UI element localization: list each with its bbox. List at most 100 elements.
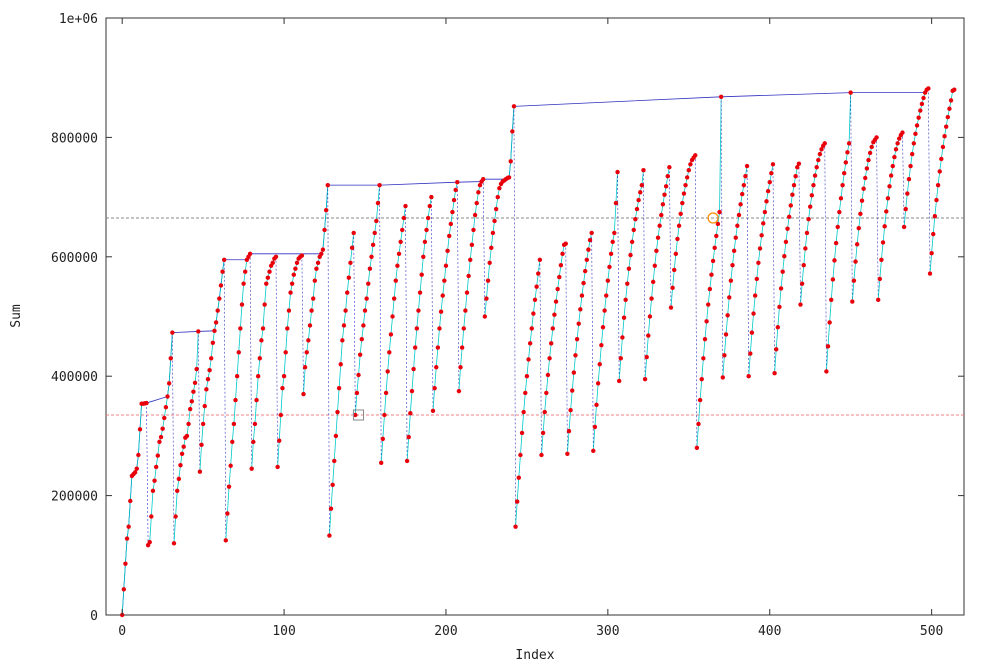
series-segment [725, 315, 729, 335]
data-point [400, 227, 405, 233]
series-segment [746, 166, 749, 377]
data-point [432, 385, 437, 391]
series-segment [702, 339, 706, 359]
data-point [879, 257, 884, 262]
data-point [770, 162, 776, 167]
data-point [281, 374, 287, 379]
series-segment [641, 170, 644, 186]
data-point [413, 345, 418, 350]
series-segment [748, 353, 751, 377]
data-point [128, 498, 133, 504]
data-point [851, 278, 857, 283]
data-point [388, 332, 394, 337]
data-point [438, 309, 444, 314]
data-point [848, 90, 853, 95]
series-segment [227, 486, 230, 514]
series-segment [388, 334, 392, 353]
series-segment [599, 345, 602, 365]
series-segment [932, 216, 936, 235]
data-point [379, 460, 384, 465]
series-segment [523, 392, 526, 413]
series-segment [256, 376, 259, 401]
series-segment [139, 403, 143, 430]
data-point [843, 160, 849, 165]
data-point [356, 372, 361, 378]
series-segment [435, 347, 439, 368]
series-segment [649, 298, 652, 317]
data-point [850, 299, 855, 304]
series-segment [758, 248, 761, 263]
series-segment [405, 206, 408, 461]
series-segment [230, 441, 233, 466]
data-point [631, 227, 636, 233]
series-segment [881, 242, 884, 260]
series-points [119, 86, 957, 618]
data-point [909, 151, 915, 157]
series-segment [706, 304, 709, 322]
data-point [260, 326, 266, 331]
data-point [422, 239, 428, 245]
data-point [264, 281, 269, 286]
series-segment [437, 328, 440, 348]
data-point [927, 271, 933, 276]
data-point [445, 248, 450, 254]
series-segment [711, 260, 714, 275]
data-point [430, 408, 436, 414]
data-point [885, 196, 891, 201]
series-segment [827, 322, 831, 347]
data-point [774, 347, 779, 352]
data-point [181, 444, 186, 449]
data-point [307, 323, 313, 328]
data-point [749, 330, 755, 335]
series-segment [409, 391, 413, 414]
data-point [466, 273, 471, 279]
data-point [840, 182, 845, 188]
series-segment [395, 265, 398, 281]
series-segment [414, 328, 418, 348]
series-segment [210, 342, 214, 359]
series-segment [570, 390, 573, 411]
series-segment [521, 411, 525, 433]
data-point [854, 242, 860, 247]
data-point [825, 344, 831, 349]
series-segment [707, 288, 711, 305]
series-segment [670, 287, 674, 308]
data-point [511, 104, 517, 109]
data-point [730, 262, 735, 268]
data-point [788, 203, 793, 208]
data-point [152, 478, 157, 483]
data-point [450, 209, 455, 215]
series-segment [618, 358, 622, 382]
data-point [468, 257, 473, 262]
data-point [340, 338, 345, 343]
series-segment [759, 235, 763, 249]
data-point [921, 95, 926, 101]
data-point [497, 185, 502, 191]
series-segment [241, 283, 245, 305]
series-segment [484, 298, 487, 317]
data-point [584, 257, 590, 262]
data-point [901, 224, 907, 230]
series-segment [172, 332, 175, 544]
data-point [265, 275, 271, 280]
data-point [676, 223, 682, 228]
data-point [856, 225, 861, 231]
data-point [806, 216, 811, 222]
data-point [709, 272, 714, 277]
data-point [524, 374, 530, 379]
data-point [299, 253, 305, 258]
data-point [372, 230, 377, 236]
data-point [459, 345, 465, 350]
series-segment [647, 316, 651, 336]
series-segment [196, 331, 199, 370]
data-point [529, 326, 534, 331]
data-point [702, 336, 708, 342]
data-point [641, 168, 646, 173]
data-point [283, 350, 288, 355]
series-segment [777, 306, 780, 328]
data-point [221, 257, 227, 262]
series-segment [545, 374, 549, 393]
series-segment [345, 292, 348, 311]
series-segment [730, 265, 733, 281]
series-segment [696, 423, 699, 448]
